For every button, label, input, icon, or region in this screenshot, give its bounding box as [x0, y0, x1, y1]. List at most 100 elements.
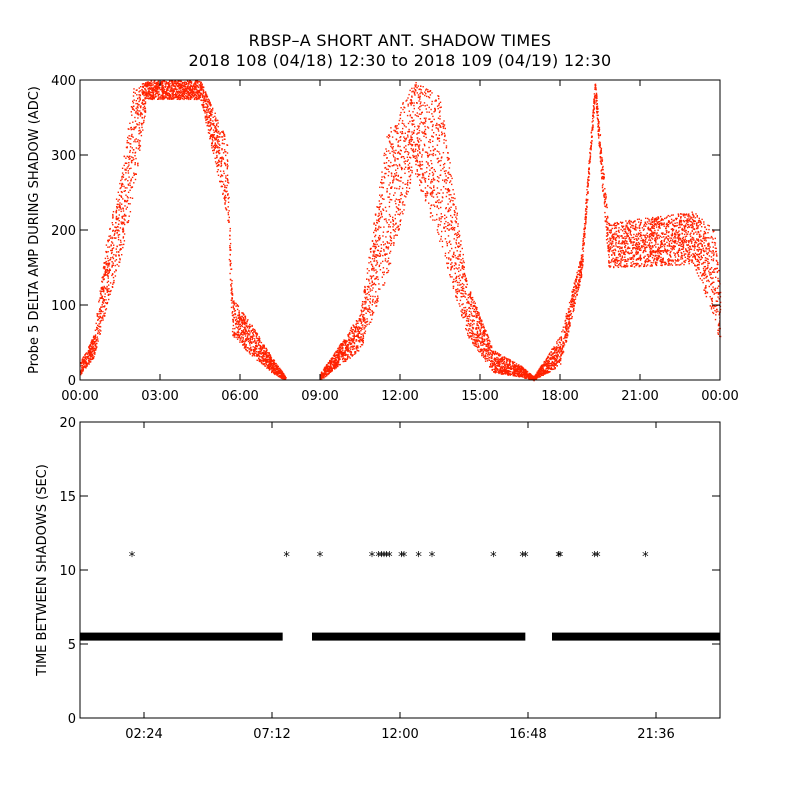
data-point — [214, 137, 216, 139]
data-point — [255, 345, 257, 347]
data-point — [99, 316, 101, 319]
data-point — [368, 278, 370, 281]
data-point — [107, 246, 109, 248]
data-point — [426, 111, 428, 113]
data-point — [406, 187, 408, 189]
data-point — [87, 357, 89, 359]
data-point — [217, 138, 219, 141]
data-point — [436, 138, 439, 140]
data-point — [145, 82, 147, 84]
data-point — [179, 83, 181, 85]
data-point — [216, 129, 218, 131]
data-point — [269, 368, 271, 371]
data-point — [248, 352, 251, 354]
data-point — [348, 342, 350, 344]
data-point — [277, 371, 279, 374]
data-point — [112, 215, 114, 217]
data-point — [115, 259, 118, 261]
data-point — [355, 323, 357, 325]
data-point — [124, 205, 126, 207]
data-point — [111, 251, 113, 253]
data-point — [378, 218, 380, 220]
data-point — [117, 238, 120, 241]
data-point — [258, 351, 260, 353]
data-point — [386, 157, 388, 159]
data-point — [206, 125, 208, 127]
data-point — [255, 334, 257, 336]
data-point — [128, 176, 130, 178]
data-point — [280, 372, 282, 374]
data-point — [355, 325, 358, 327]
data-point — [104, 312, 106, 314]
data-point — [99, 292, 102, 295]
data-point — [449, 201, 451, 203]
data-point — [363, 328, 365, 330]
data-point — [208, 99, 210, 101]
data-point — [215, 127, 217, 129]
data-point — [436, 205, 438, 207]
data-point — [335, 367, 337, 369]
data-point — [369, 298, 371, 300]
data-point — [85, 356, 87, 358]
data-point — [267, 355, 270, 357]
data-point — [436, 196, 439, 198]
data-point — [334, 352, 336, 354]
data-point — [169, 98, 171, 100]
data-point — [119, 207, 121, 209]
data-point — [192, 90, 195, 93]
data-point — [251, 355, 254, 357]
data-point — [403, 157, 406, 160]
data-point — [371, 310, 373, 312]
data-point — [354, 335, 356, 337]
data-point — [190, 88, 192, 90]
data-point — [454, 220, 456, 222]
data-point — [379, 250, 382, 252]
data-point — [384, 254, 386, 256]
data-point — [414, 145, 417, 147]
data-point — [269, 359, 271, 361]
data-point — [88, 350, 91, 353]
data-point — [438, 134, 441, 136]
data-point — [345, 360, 347, 362]
data-point — [429, 207, 432, 210]
data-point — [126, 162, 128, 164]
data-point — [112, 224, 114, 226]
data-point — [224, 186, 226, 188]
data-point — [425, 161, 428, 163]
data-point — [249, 342, 251, 344]
data-point — [350, 338, 352, 341]
data-point — [156, 82, 159, 85]
data-point — [157, 82, 160, 85]
data-point — [348, 332, 350, 335]
data-point — [93, 350, 95, 352]
data-point — [332, 363, 334, 366]
data-point — [107, 280, 110, 282]
data-point — [243, 343, 245, 345]
data-point — [99, 315, 101, 317]
data-point — [170, 89, 173, 92]
data-point — [211, 143, 213, 145]
data-point — [332, 365, 334, 367]
data-point — [358, 339, 360, 342]
data-point — [275, 372, 277, 375]
data-point — [171, 94, 174, 96]
data-point — [205, 93, 207, 95]
data-point — [424, 200, 427, 202]
data-point — [229, 260, 231, 263]
data-point — [400, 136, 402, 138]
data-point — [392, 218, 394, 221]
data-point — [144, 98, 146, 100]
data-point — [368, 308, 370, 310]
data-point — [108, 262, 111, 264]
data-point — [125, 208, 127, 210]
data-point — [379, 269, 382, 271]
data-point — [457, 225, 459, 227]
data-point — [401, 131, 403, 133]
data-point — [139, 99, 141, 101]
data-point — [94, 345, 97, 347]
data-point — [447, 262, 450, 264]
data-point — [367, 308, 369, 310]
data-point — [334, 364, 336, 366]
data-point — [115, 218, 118, 220]
data-point — [222, 193, 224, 195]
